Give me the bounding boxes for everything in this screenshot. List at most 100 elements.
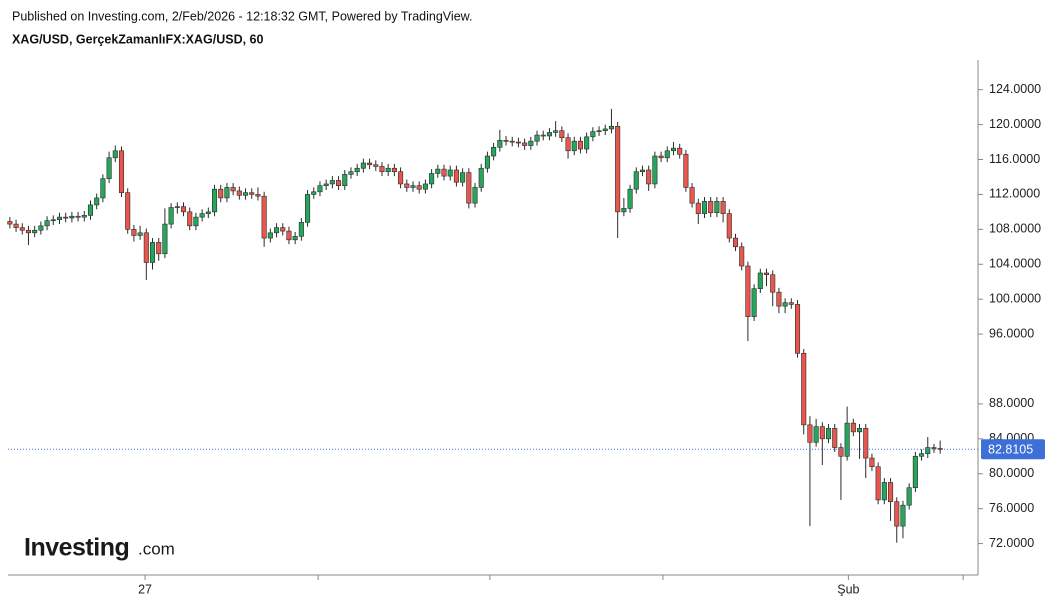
candle-body — [540, 134, 546, 137]
candle-body — [689, 187, 695, 204]
candle-body — [528, 140, 534, 146]
candle-body — [125, 192, 131, 230]
candle-body — [807, 424, 813, 443]
candle-body — [429, 173, 435, 185]
candle-body — [422, 183, 428, 190]
candle-body — [149, 242, 156, 263]
candle-body — [739, 246, 745, 267]
candle-body — [205, 211, 211, 214]
candle-body — [379, 166, 385, 173]
y-tick-label: 120.0000 — [989, 117, 1041, 131]
y-tick-label: 80.0000 — [989, 466, 1034, 480]
candle-body — [509, 140, 515, 143]
candle-body — [912, 455, 918, 489]
candle-body — [435, 168, 441, 174]
candle-body — [695, 202, 701, 214]
candle-body — [410, 185, 416, 188]
candle-body — [646, 169, 652, 185]
candle-body — [261, 195, 267, 239]
candle-body — [770, 274, 776, 293]
candle-body — [801, 352, 807, 426]
candle-body — [596, 130, 602, 133]
y-tick-label: 124.0000 — [989, 82, 1041, 96]
candle-body — [298, 222, 304, 237]
candle-body — [286, 230, 292, 241]
y-tick-label: 100.0000 — [989, 291, 1041, 305]
candle-body — [236, 190, 242, 196]
candle-body — [794, 304, 801, 354]
candle-body — [732, 237, 739, 248]
candle-body — [875, 466, 881, 501]
candle-body — [249, 192, 255, 195]
y-tick-label: 96.0000 — [989, 326, 1034, 340]
candle-body — [720, 201, 726, 214]
candle-body — [38, 225, 44, 231]
candle-body — [615, 126, 621, 213]
candle-body — [844, 422, 850, 457]
candle-body — [894, 501, 900, 527]
candle-body — [311, 191, 317, 195]
y-tick-label: 104.0000 — [989, 257, 1041, 271]
candle-body — [447, 169, 453, 177]
candle-body — [137, 232, 143, 236]
candle-body — [491, 146, 497, 157]
candle-body — [478, 167, 484, 188]
candle-body — [255, 194, 261, 197]
candle-body — [174, 206, 180, 208]
candle-body — [56, 216, 63, 221]
candle-body — [838, 447, 844, 457]
logo-suffix: .com — [138, 539, 175, 558]
x-tick-label: Şub — [837, 582, 859, 596]
candle-body — [199, 213, 205, 218]
candle-body — [497, 140, 503, 148]
candle-body — [677, 147, 683, 155]
candle-body — [156, 242, 162, 255]
candle-body — [652, 155, 658, 185]
candle-body — [193, 216, 199, 227]
candle-body — [763, 272, 770, 276]
candle-body — [621, 208, 627, 213]
candle-body — [360, 162, 366, 169]
candle-body — [701, 201, 708, 214]
candle-body — [577, 140, 583, 150]
candle-body — [751, 288, 757, 317]
candle-body — [788, 302, 794, 305]
candle-body — [162, 223, 168, 255]
candle-body — [776, 291, 782, 307]
candle-body — [633, 171, 639, 190]
candle-body — [81, 215, 87, 218]
candle-body — [602, 128, 608, 132]
candle-body — [559, 130, 565, 138]
candle-body — [25, 229, 31, 234]
candle-body — [348, 171, 354, 175]
logo-brand: Investing — [24, 534, 129, 562]
candle-body — [503, 140, 509, 142]
candle-body — [726, 213, 732, 239]
x-tick-label: 27 — [138, 582, 152, 596]
symbol-title: XAG/USD, GerçekZamanlıFX:XAG/USD, 60 — [12, 32, 264, 46]
candle-body — [460, 172, 466, 183]
candle-body — [441, 168, 447, 177]
candle-body — [819, 426, 825, 440]
candle-body — [87, 204, 94, 216]
candle-body — [931, 447, 937, 449]
candle-body — [484, 155, 490, 169]
candle-body — [32, 229, 38, 234]
candle-body — [584, 136, 590, 150]
candle-body — [534, 134, 540, 142]
candle-body — [714, 201, 720, 214]
candle-body — [937, 448, 943, 450]
y-tick-label: 72.0000 — [989, 536, 1034, 550]
last-price: 82.8105 — [8, 439, 1045, 460]
candle-body — [94, 197, 100, 206]
candle-body — [391, 167, 397, 173]
candle-body — [50, 219, 56, 222]
candle-body — [782, 302, 788, 307]
candle-body — [373, 164, 379, 167]
candle-body — [590, 131, 596, 138]
candle-body — [832, 428, 838, 448]
candle-body — [243, 192, 249, 196]
candle-body — [565, 137, 571, 152]
candle-body — [267, 232, 273, 239]
